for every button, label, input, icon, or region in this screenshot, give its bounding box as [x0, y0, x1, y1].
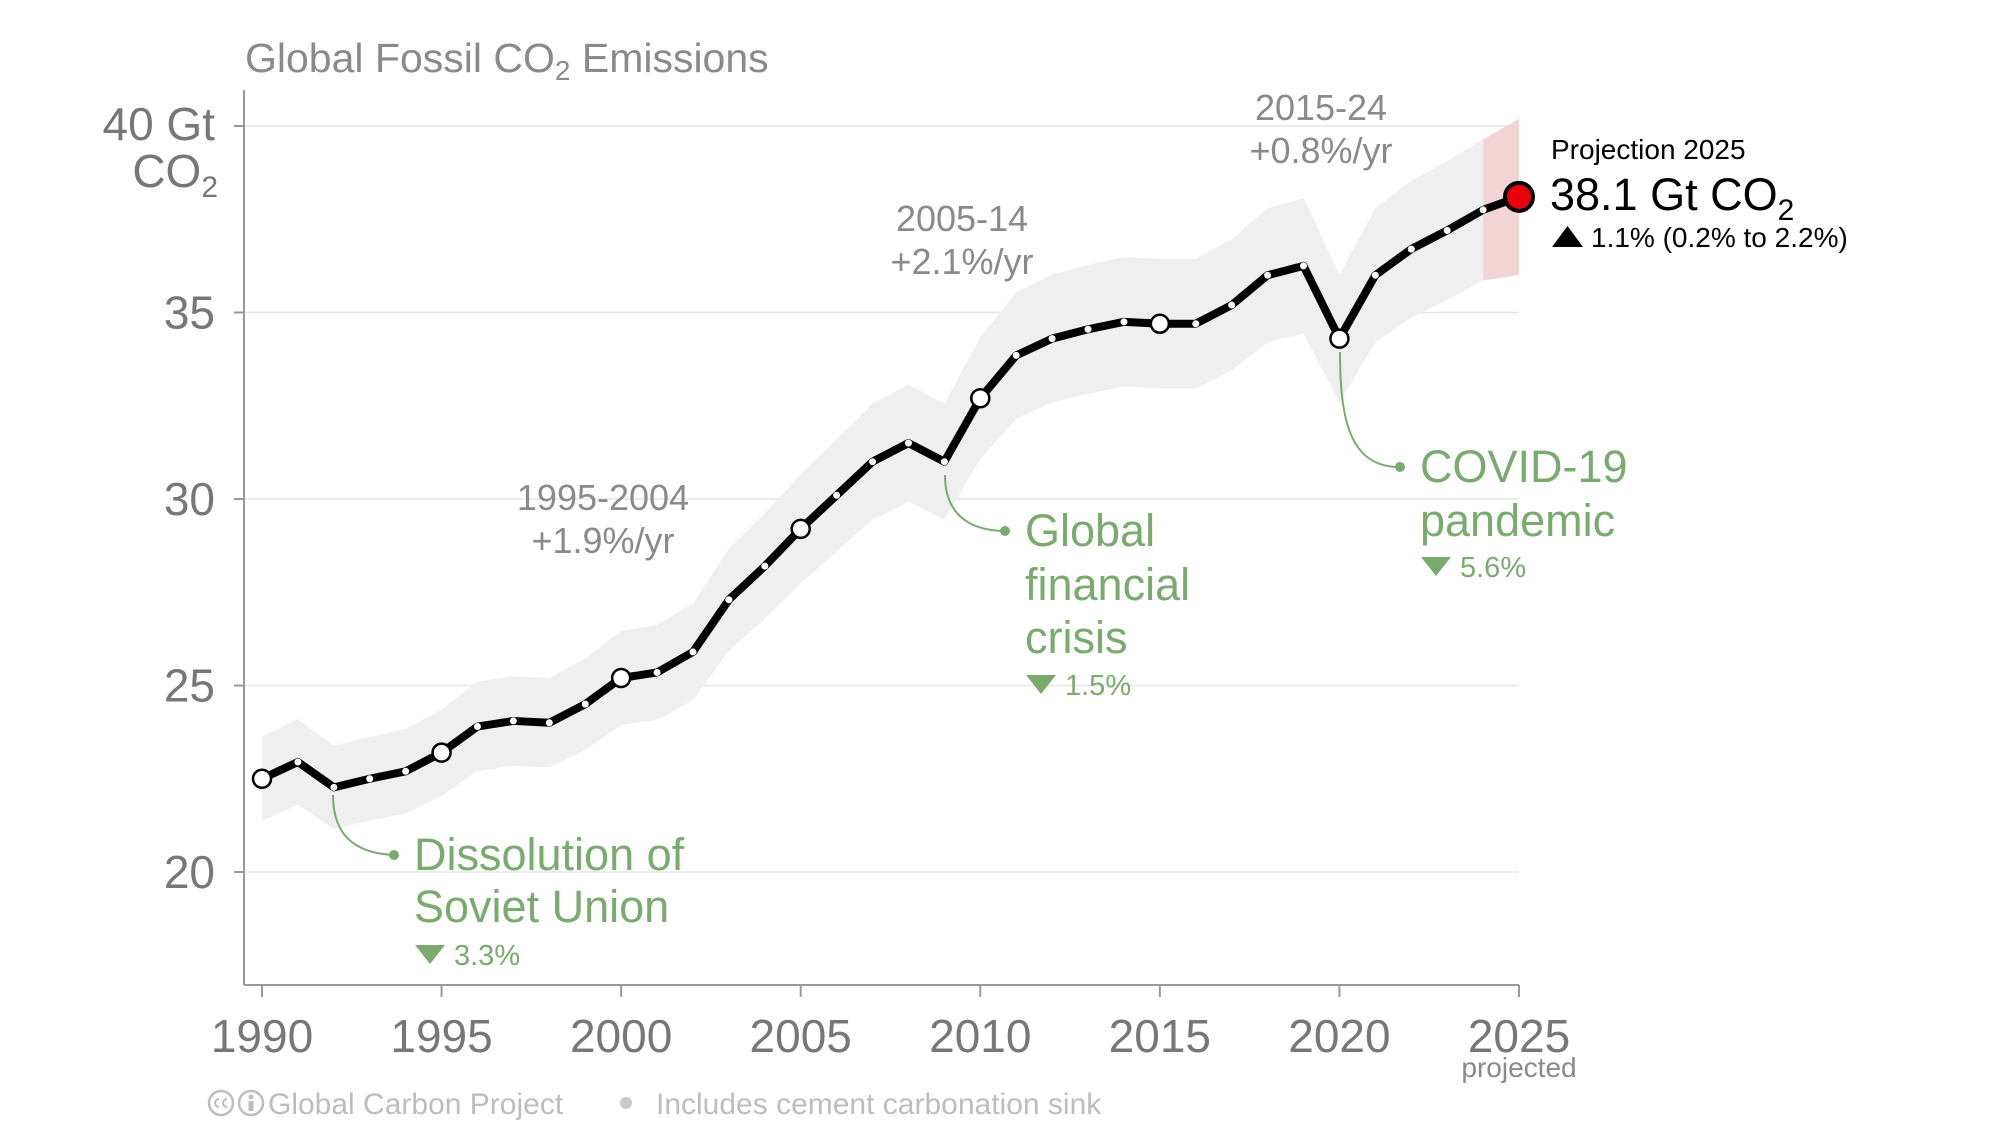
y-axis-unit-line1: 40 Gt: [102, 98, 215, 150]
data-point-1998: [545, 719, 553, 727]
data-point-2023: [1443, 226, 1451, 234]
x-tick-label-1990: 1990: [211, 1010, 313, 1062]
data-point-1993: [366, 775, 374, 783]
y-tick-label-30: 30: [164, 473, 215, 525]
data-point-2002: [689, 648, 697, 656]
projection-label: Projection 2025: [1551, 134, 1746, 165]
data-point-2024: [1479, 206, 1487, 214]
event-label-line3: crisis: [1025, 612, 1127, 663]
data-point-2001: [653, 668, 661, 676]
data-point-2019: [1300, 262, 1308, 270]
event-label-line2: Soviet Union: [414, 881, 669, 932]
data-point-2016: [1192, 320, 1200, 328]
data-point-2007: [869, 458, 877, 466]
up-triangle-icon: [1552, 226, 1583, 247]
event-leader-dot: [1000, 526, 1010, 536]
event-label-line1: Global: [1025, 505, 1155, 556]
data-point-2021: [1371, 271, 1379, 279]
emissions-line: [260, 193, 1521, 792]
period-label-2005-14: 2005-14: [896, 198, 1028, 239]
event-drop: 5.6%: [1460, 552, 1526, 584]
data-point-2010: [970, 388, 991, 409]
projection-change: 1.1% (0.2% to 2.2%): [1591, 222, 1848, 253]
chart-title: Global Fossil CO2 Emissions: [245, 35, 769, 86]
data-point-2009: [940, 458, 948, 466]
y-tick-label-20: 20: [164, 846, 215, 898]
footer-note: Includes cement carbonation sink: [656, 1088, 1102, 1121]
data-point-1990: [251, 768, 273, 789]
event-leader-dot: [389, 850, 399, 860]
data-point-1992: [330, 783, 338, 791]
period-rate-2015-24: +0.8%/yr: [1249, 130, 1392, 171]
period-rate-2005-14: +2.1%/yr: [890, 241, 1033, 282]
x-tick-label-2010: 2010: [929, 1010, 1031, 1062]
event-covid-19: COVID-19 pandemic 5.6%: [1339, 351, 1628, 584]
data-point-2017: [1228, 301, 1236, 309]
event-label-line1: COVID-19: [1420, 441, 1628, 492]
data-point-2008: [904, 439, 912, 447]
data-point-2018: [1264, 271, 1272, 279]
period-label-1995-2004: 1995-2004: [517, 477, 689, 518]
period-rate-1995-2004: +1.9%/yr: [531, 520, 674, 561]
event-leader-line: [1339, 351, 1399, 468]
period-label-2015-24: 2015-24: [1255, 87, 1387, 128]
event-drop: 1.5%: [1065, 670, 1131, 702]
x-tick-label-2025: 2025: [1468, 1010, 1570, 1062]
data-point-1997: [509, 717, 517, 725]
data-point-2000: [610, 667, 632, 689]
event-label-line1: Dissolution of: [414, 829, 685, 880]
event-soviet-union: Dissolution of Soviet Union 3.3%: [332, 794, 685, 972]
x-tick-label-2015: 2015: [1109, 1010, 1211, 1062]
data-point-2012: [1048, 335, 1056, 343]
event-leader-line: [332, 794, 394, 856]
data-point-1996: [473, 723, 481, 731]
data-point-2011: [1012, 351, 1020, 359]
data-point-1994: [402, 767, 410, 775]
y-tick-label-25: 25: [164, 660, 215, 712]
data-point-2014: [1120, 318, 1128, 326]
x-tick-label-1995: 1995: [390, 1010, 492, 1062]
x-projected-label: projected: [1461, 1052, 1576, 1083]
y-axis-unit-line2: CO2: [132, 145, 218, 204]
data-point-2005: [790, 518, 811, 540]
data-point-2015: [1149, 313, 1171, 334]
down-triangle-icon: [1421, 557, 1451, 576]
event-drop: 3.3%: [454, 940, 520, 972]
data-point-1991: [294, 758, 302, 766]
uncertainty-band: [262, 139, 1484, 829]
x-tick-label-2005: 2005: [750, 1010, 852, 1062]
data-point-2004: [761, 562, 769, 570]
data-point-2022: [1407, 245, 1415, 253]
data-point-1995: [431, 742, 452, 763]
event-financial-crisis: Global financial crisis 1.5%: [944, 474, 1190, 702]
footer-source: Global Carbon Project: [268, 1088, 564, 1121]
projection-value: 38.1 Gt CO2: [1550, 169, 1794, 227]
cc-by-license-icon: [207, 1089, 265, 1117]
data-point-2003: [725, 596, 733, 604]
data-point-2013: [1084, 325, 1092, 333]
x-tick-label-2000: 2000: [570, 1010, 672, 1062]
y-tick-label-35: 35: [164, 287, 215, 339]
event-leader-dot: [1395, 462, 1405, 472]
data-point-1999: [581, 700, 589, 708]
event-leader-line: [944, 474, 1004, 532]
data-point-2020: [1329, 328, 1350, 349]
event-label-line2: financial: [1025, 559, 1190, 610]
footer-separator-dot: [620, 1097, 632, 1109]
projection-point-2025: [1503, 180, 1535, 213]
down-triangle-icon: [1026, 675, 1056, 694]
down-triangle-icon: [415, 945, 445, 964]
data-point-2006: [833, 491, 841, 499]
x-tick-label-2020: 2020: [1288, 1010, 1390, 1062]
event-label-line2: pandemic: [1420, 495, 1615, 546]
